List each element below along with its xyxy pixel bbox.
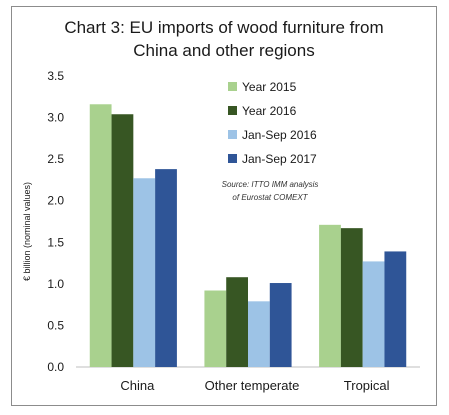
legend-label: Year 2015 xyxy=(242,80,297,94)
bar xyxy=(226,277,248,367)
y-tick-label: 3.5 xyxy=(47,69,64,83)
y-tick-label: 3.0 xyxy=(47,111,64,125)
y-tick-label: 1.5 xyxy=(47,235,64,249)
bar xyxy=(111,114,134,367)
y-tick-label: 1.0 xyxy=(47,277,64,291)
legend-label: Year 2016 xyxy=(242,104,297,118)
bar xyxy=(155,169,177,367)
x-axis-labels: China Other temperate Tropical xyxy=(120,378,389,393)
bar xyxy=(89,104,112,368)
legend-swatch xyxy=(228,130,237,139)
y-axis-ticks: 0.0 0.5 1.0 1.5 2.0 2.5 3.0 3.5 xyxy=(47,69,64,374)
x-tick-label: Other temperate xyxy=(205,378,300,393)
legend-swatch xyxy=(228,82,237,91)
bar-group xyxy=(89,104,407,368)
bar xyxy=(340,228,363,367)
y-tick-label: 0.5 xyxy=(47,318,64,332)
bar xyxy=(269,283,292,367)
bar xyxy=(133,178,156,367)
legend-swatch xyxy=(228,154,237,163)
x-tick-label: Tropical xyxy=(344,378,390,393)
bar xyxy=(384,251,407,367)
chart-title-line-1: Chart 3: EU imports of wood furniture fr… xyxy=(64,18,384,37)
bar xyxy=(204,290,227,367)
y-axis-title: € billion (nominal values) xyxy=(22,182,32,281)
legend-swatch xyxy=(228,106,237,115)
y-tick-label: 0.0 xyxy=(47,360,64,374)
source-note-line-1: Source: ITTO IMM analysis xyxy=(222,180,319,189)
bar xyxy=(362,261,385,367)
y-tick-label: 2.0 xyxy=(47,194,64,208)
source-note-line-2: of Eurostat COMEXT xyxy=(232,193,308,202)
x-tick-label: China xyxy=(120,378,155,393)
y-tick-label: 2.5 xyxy=(47,152,64,166)
bar xyxy=(319,224,341,367)
legend-label: Jan-Sep 2017 xyxy=(242,152,317,166)
bar xyxy=(248,301,270,367)
legend-label: Jan-Sep 2016 xyxy=(242,128,317,142)
legend: Year 2015 Year 2016 Jan-Sep 2016 Jan-Sep 20… xyxy=(228,80,317,166)
chart-title-line-2: China and other regions xyxy=(133,41,315,60)
